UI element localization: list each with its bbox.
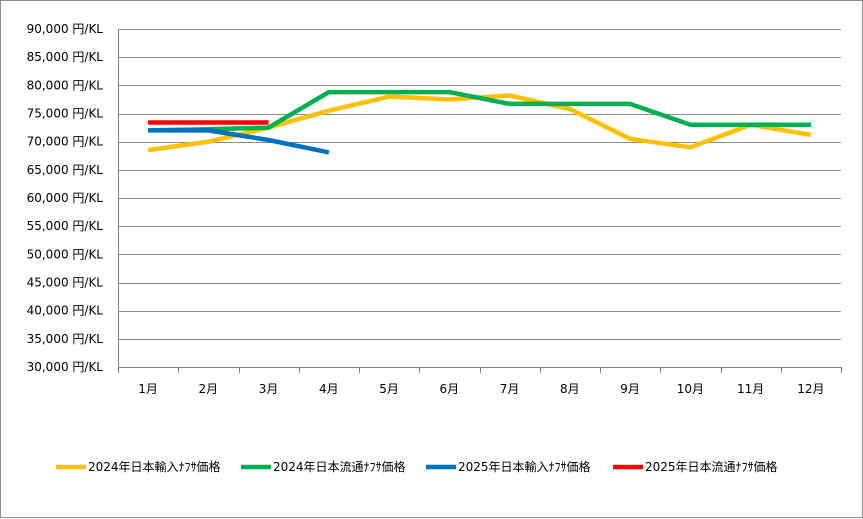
legend-label: 2024年日本輸入ﾅﾌｻ価格 [88,459,221,474]
x-tick-label: 1月 [138,382,158,396]
series-line-2 [148,89,811,133]
legend-label: 2024年日本流通ﾅﾌｻ価格 [273,459,406,474]
x-tick-label: 6月 [440,382,460,396]
y-tick-label: 70,000 円/KL [27,135,104,149]
y-tick-label: 65,000 円/KL [27,163,104,177]
legend-item-3: 2025年日本輸入ﾅﾌｻ価格 [426,459,591,474]
legend-item-1: 2024年日本輸入ﾅﾌｻ価格 [56,459,221,474]
y-tick-label: 75,000 円/KL [27,107,104,121]
x-tick-label: 8月 [560,382,580,396]
legend: 2024年日本輸入ﾅﾌｻ価格 2024年日本流通ﾅﾌｻ価格 2025年日本輸入ﾅﾌｻ… [56,459,778,474]
y-tick-label: 30,000 円/KL [27,360,104,374]
x-tick-label: 7月 [500,382,520,396]
x-tick-label: 3月 [259,382,279,396]
legend-item-4: 2025年日本流通ﾅﾌｻ価格 [613,459,778,474]
x-tick-label: 12月 [797,382,824,396]
x-tick-label: 4月 [319,382,339,396]
series-line-3 [148,128,330,155]
x-axis-ticks: 1月 2月 3月 4月 5月 6月 7月 8月 9月 10月 11月 12月 [138,382,824,396]
y-axis-ticks: 30,000 円/KL 35,000 円/KL 40,000 円/KL 45,000 … [27,22,104,374]
x-tick-label: 10月 [677,382,704,396]
y-tick-label: 50,000 円/KL [27,247,104,261]
y-tick-label: 45,000 円/KL [27,276,104,290]
series-layer [147,89,812,155]
legend-label: 2025年日本流通ﾅﾌｻ価格 [645,459,778,474]
y-tick-label: 90,000 円/KL [27,22,104,36]
x-tick-label: 2月 [199,382,219,396]
y-tick-label: 85,000 円/KL [27,50,104,64]
x-tick-label: 5月 [379,382,399,396]
grid-layer [118,29,842,373]
x-tick-label: 11月 [737,382,764,396]
y-tick-label: 55,000 円/KL [27,219,104,233]
legend-item-2: 2024年日本流通ﾅﾌｻ価格 [241,459,406,474]
legend-label: 2025年日本輸入ﾅﾌｻ価格 [458,459,591,474]
y-tick-label: 40,000 円/KL [27,304,104,318]
y-tick-label: 80,000 円/KL [27,78,104,92]
y-tick-label: 35,000 円/KL [27,332,104,346]
x-tick-label: 9月 [620,382,640,396]
y-tick-label: 60,000 円/KL [27,191,104,205]
